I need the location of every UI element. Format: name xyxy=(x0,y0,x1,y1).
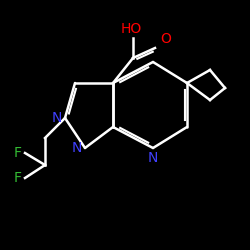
Text: N: N xyxy=(52,111,62,125)
Text: F: F xyxy=(14,171,22,185)
Text: HO: HO xyxy=(120,22,142,36)
Text: O: O xyxy=(160,32,171,46)
Text: N: N xyxy=(72,141,82,155)
Text: F: F xyxy=(14,146,22,160)
Text: N: N xyxy=(148,151,158,165)
